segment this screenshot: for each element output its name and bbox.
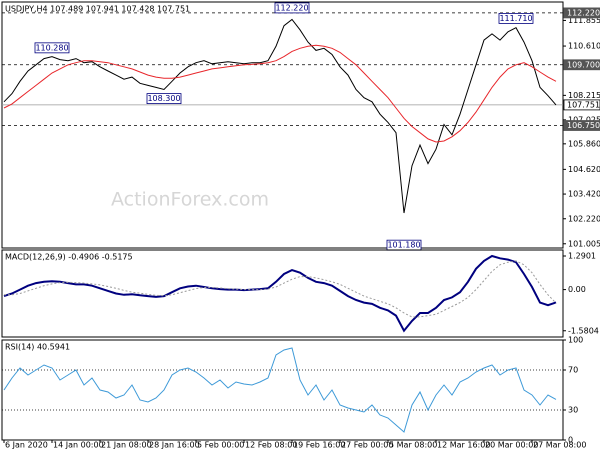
y-tick-label: 103.420 (568, 190, 600, 199)
y-tick-label: 30 (568, 406, 578, 415)
annotation-label: 101.180 (387, 241, 420, 250)
annotation-box (146, 93, 182, 105)
series-line (3, 18, 557, 214)
annotation-label: 112.220 (275, 3, 308, 12)
pane-frame (1, 1, 564, 249)
series-line (4, 260, 557, 318)
annotation-label: 108.300 (147, 94, 180, 103)
x-tick-label: 5 Feb 00:00 (197, 441, 244, 450)
x-tick-label: 12 Mar 16:00 (437, 441, 490, 450)
y-tick-label: 102.220 (568, 214, 600, 223)
x-tick-label: 5 Mar 08:00 (389, 441, 437, 450)
x-tick-label: 27 Feb 00:00 (341, 441, 393, 450)
y-tick-label: 105.860 (568, 139, 600, 148)
y-tick-label: 0.00 (568, 285, 586, 294)
y-tick-label: 70 (568, 366, 578, 375)
pane-title: USDJPY,H4 107.489 107.941 107.428 107.75… (5, 5, 190, 14)
x-tick-label: 21 Jan 08:00 (101, 441, 152, 450)
y-tick-label: 0 (568, 436, 573, 445)
y-tick-label: 100 (568, 336, 583, 345)
y-tick-label: -1.5804 (568, 326, 599, 335)
x-tick-label: 14 Jan 00:00 (53, 441, 104, 450)
annotation-label: 111.710 (499, 14, 532, 23)
annotation-box (274, 2, 310, 14)
x-tick-label: 19 Feb 16:00 (293, 441, 345, 450)
watermark: ActionForex.com (111, 189, 269, 211)
annotation-label: 110.280 (35, 43, 68, 52)
y-tick-label: 110.610 (568, 42, 600, 51)
level-label-box (563, 99, 600, 111)
series-line (3, 44, 557, 143)
x-tick-label: 12 Feb 08:00 (245, 441, 297, 450)
level-label-box (563, 7, 600, 19)
y-tick-label: 108.215 (568, 91, 600, 100)
y-tick-label: 1.2901 (568, 251, 596, 260)
level-label: 107.751 (567, 100, 600, 109)
y-tick-label: 104.620 (568, 165, 600, 174)
level-label-box (563, 120, 600, 131)
annotation-box (498, 13, 534, 24)
x-tick-label: 28 Jan 16:00 (149, 441, 200, 450)
level-label: 109.700 (567, 60, 600, 69)
level-label: 112.220 (567, 8, 600, 17)
pane-title: MACD(12,26,9) -0.4906 -0.5175 (5, 253, 133, 262)
x-tick-label: 6 Jan 2020 (5, 441, 48, 450)
level-label-box (563, 59, 600, 71)
y-tick-label: 111.855 (568, 16, 600, 25)
pane-title: RSI(14) 40.5941 (5, 343, 70, 352)
series-line (3, 347, 557, 433)
x-tick-label: 27 Mar 08:00 (533, 441, 586, 450)
pane-frame (1, 249, 564, 338)
y-tick-label: 107.025 (568, 115, 600, 124)
level-label: 106.750 (567, 121, 600, 130)
y-tick-label: 101.005 (568, 239, 600, 248)
x-tick-label: 20 Mar 00:00 (485, 441, 538, 450)
series-line (3, 254, 557, 333)
annotation-box (34, 42, 70, 54)
pane-frame (1, 339, 564, 441)
